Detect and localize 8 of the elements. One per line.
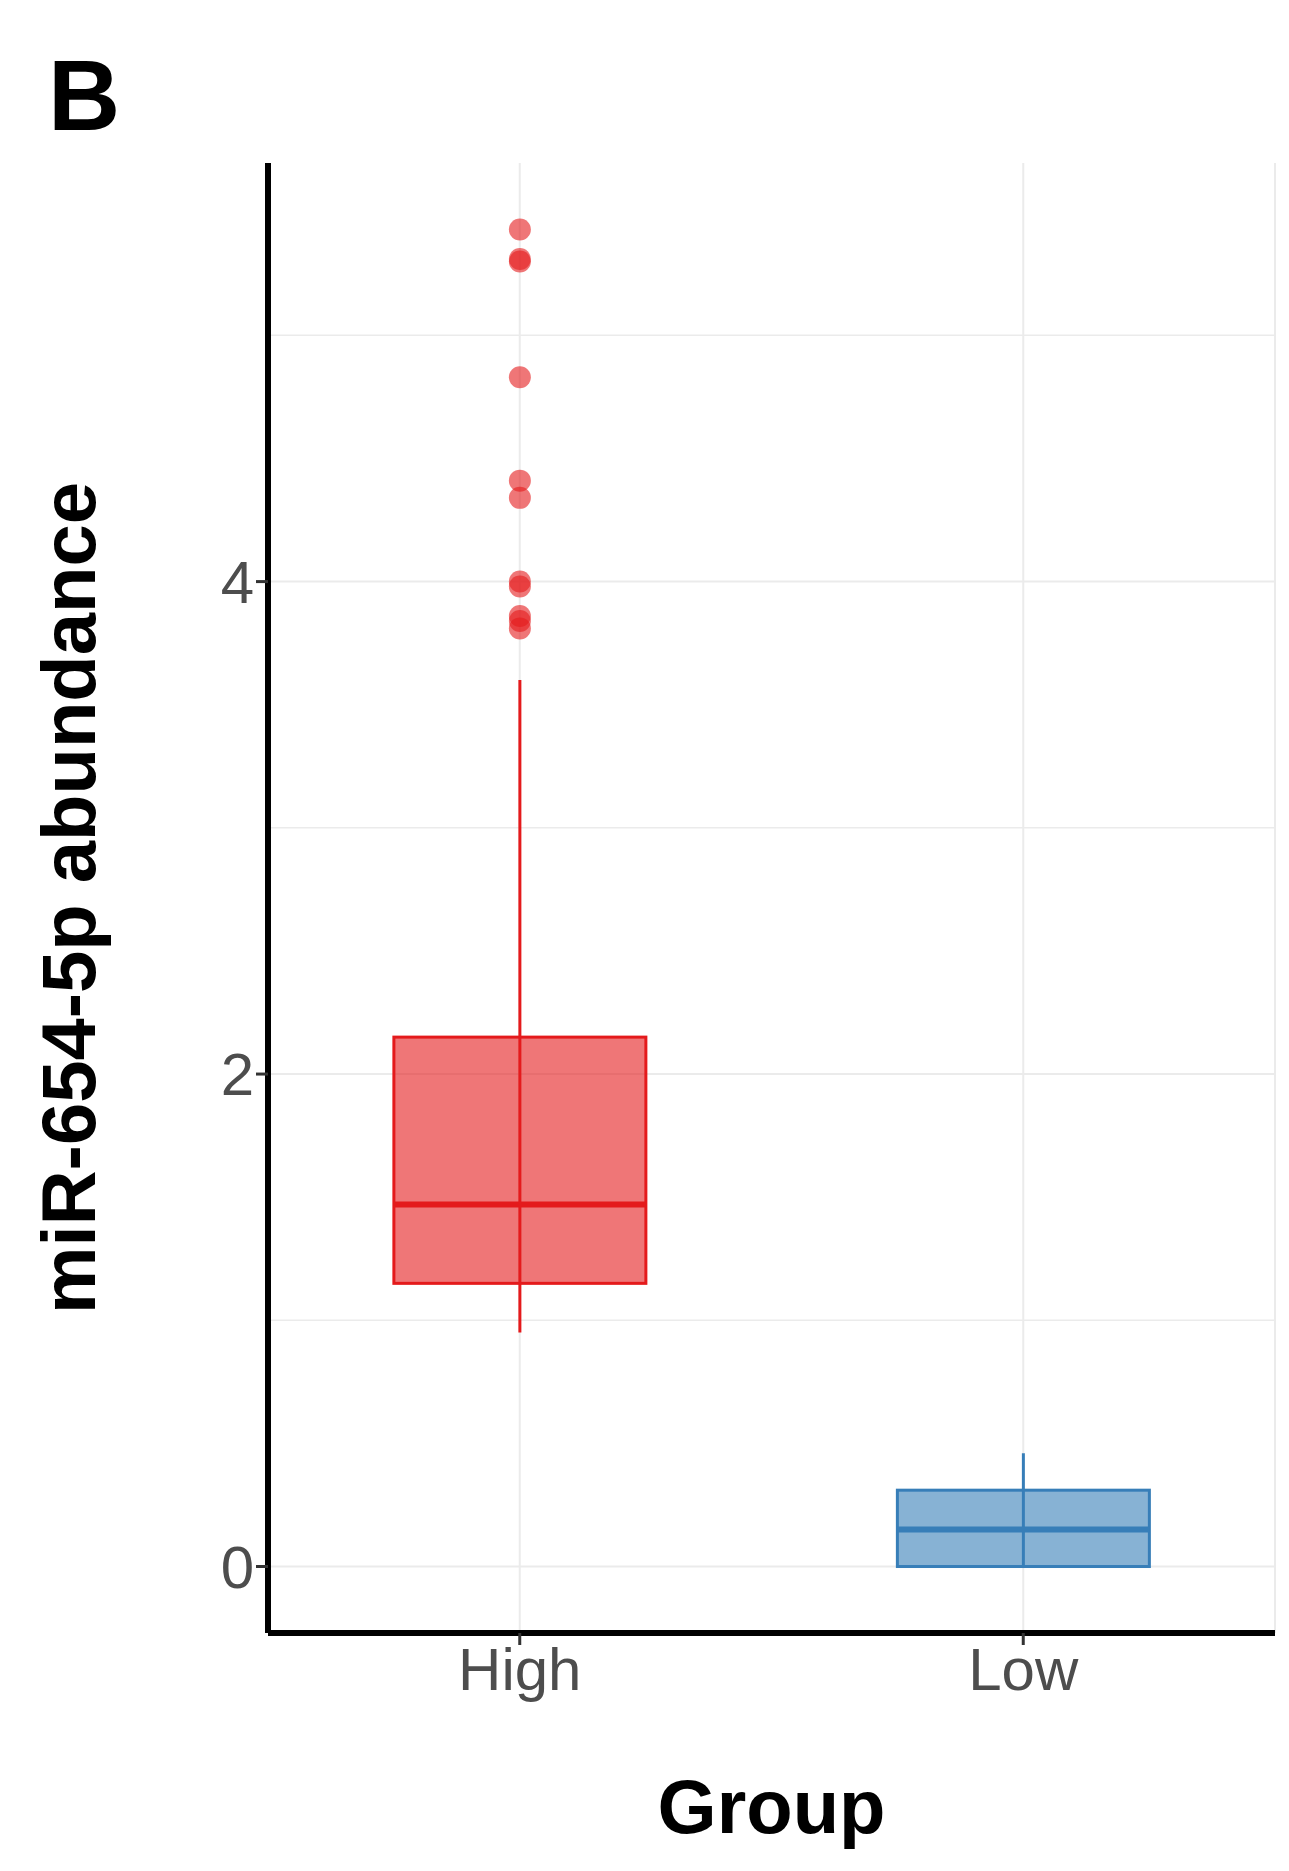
text: B [48,38,121,153]
x-tick-label: Low [968,1635,1079,1703]
y-tick-label: 2 [220,1041,254,1109]
x-tick-label: High [458,1635,582,1703]
y-tick-label: 0 [220,1533,254,1601]
y-tick-label: 4 [220,548,254,616]
y-axis-title: miR-654-5p abundance [25,482,111,1314]
x-axis-title: Group [657,1764,886,1849]
